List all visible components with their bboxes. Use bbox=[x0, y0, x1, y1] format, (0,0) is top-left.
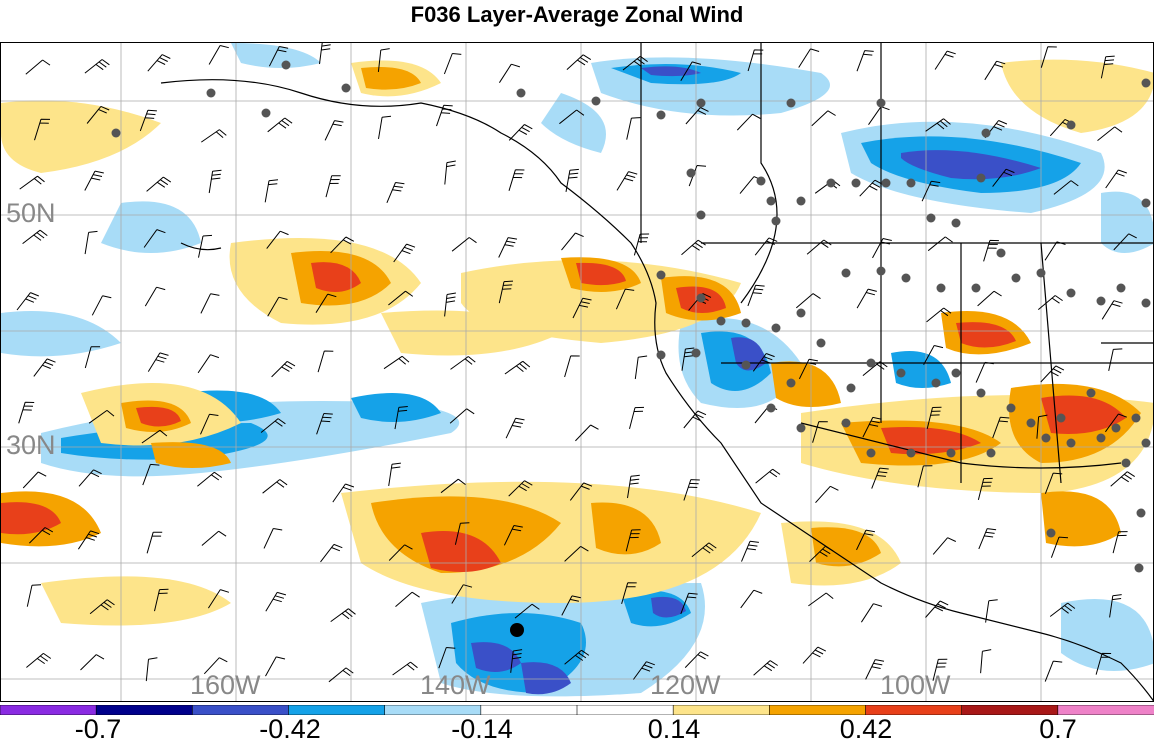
colorbar-swatch bbox=[1057, 705, 1154, 715]
coastline bbox=[160, 43, 1153, 701]
lat-label-30n: 30N bbox=[6, 430, 56, 460]
graticule bbox=[1, 43, 1153, 701]
colorbar-tick-label: -0.14 bbox=[451, 714, 513, 744]
highlight-station-marker bbox=[510, 623, 524, 637]
positive-anomaly-layer bbox=[1, 59, 1153, 626]
station-markers bbox=[111, 60, 1151, 573]
map-title: F036 Layer-Average Zonal Wind bbox=[410, 2, 744, 27]
negative-anomaly-layer bbox=[1, 43, 1153, 697]
wind-barbs bbox=[16, 43, 1137, 683]
lon-label-140w: 140W bbox=[420, 670, 491, 700]
lat-label-50n: 50N bbox=[6, 198, 56, 228]
lon-label-100w: 100W bbox=[880, 670, 951, 700]
lon-label-160w: 160W bbox=[190, 670, 261, 700]
colorbar-tick-label: 0.7 bbox=[1039, 714, 1077, 744]
colorbar-tick-label: -0.7 bbox=[74, 714, 122, 744]
colorbar-tick-label: 0.14 bbox=[647, 714, 701, 744]
map-canvas bbox=[1, 43, 1153, 701]
lon-label-120w: 120W bbox=[650, 670, 721, 700]
color-scale-swatches bbox=[0, 705, 1154, 715]
colorbar-tick-label: -0.42 bbox=[259, 714, 321, 744]
colorbar-tick-label: 0.42 bbox=[839, 714, 893, 744]
color-scale-bar bbox=[0, 705, 1154, 715]
map-panel bbox=[0, 42, 1154, 702]
